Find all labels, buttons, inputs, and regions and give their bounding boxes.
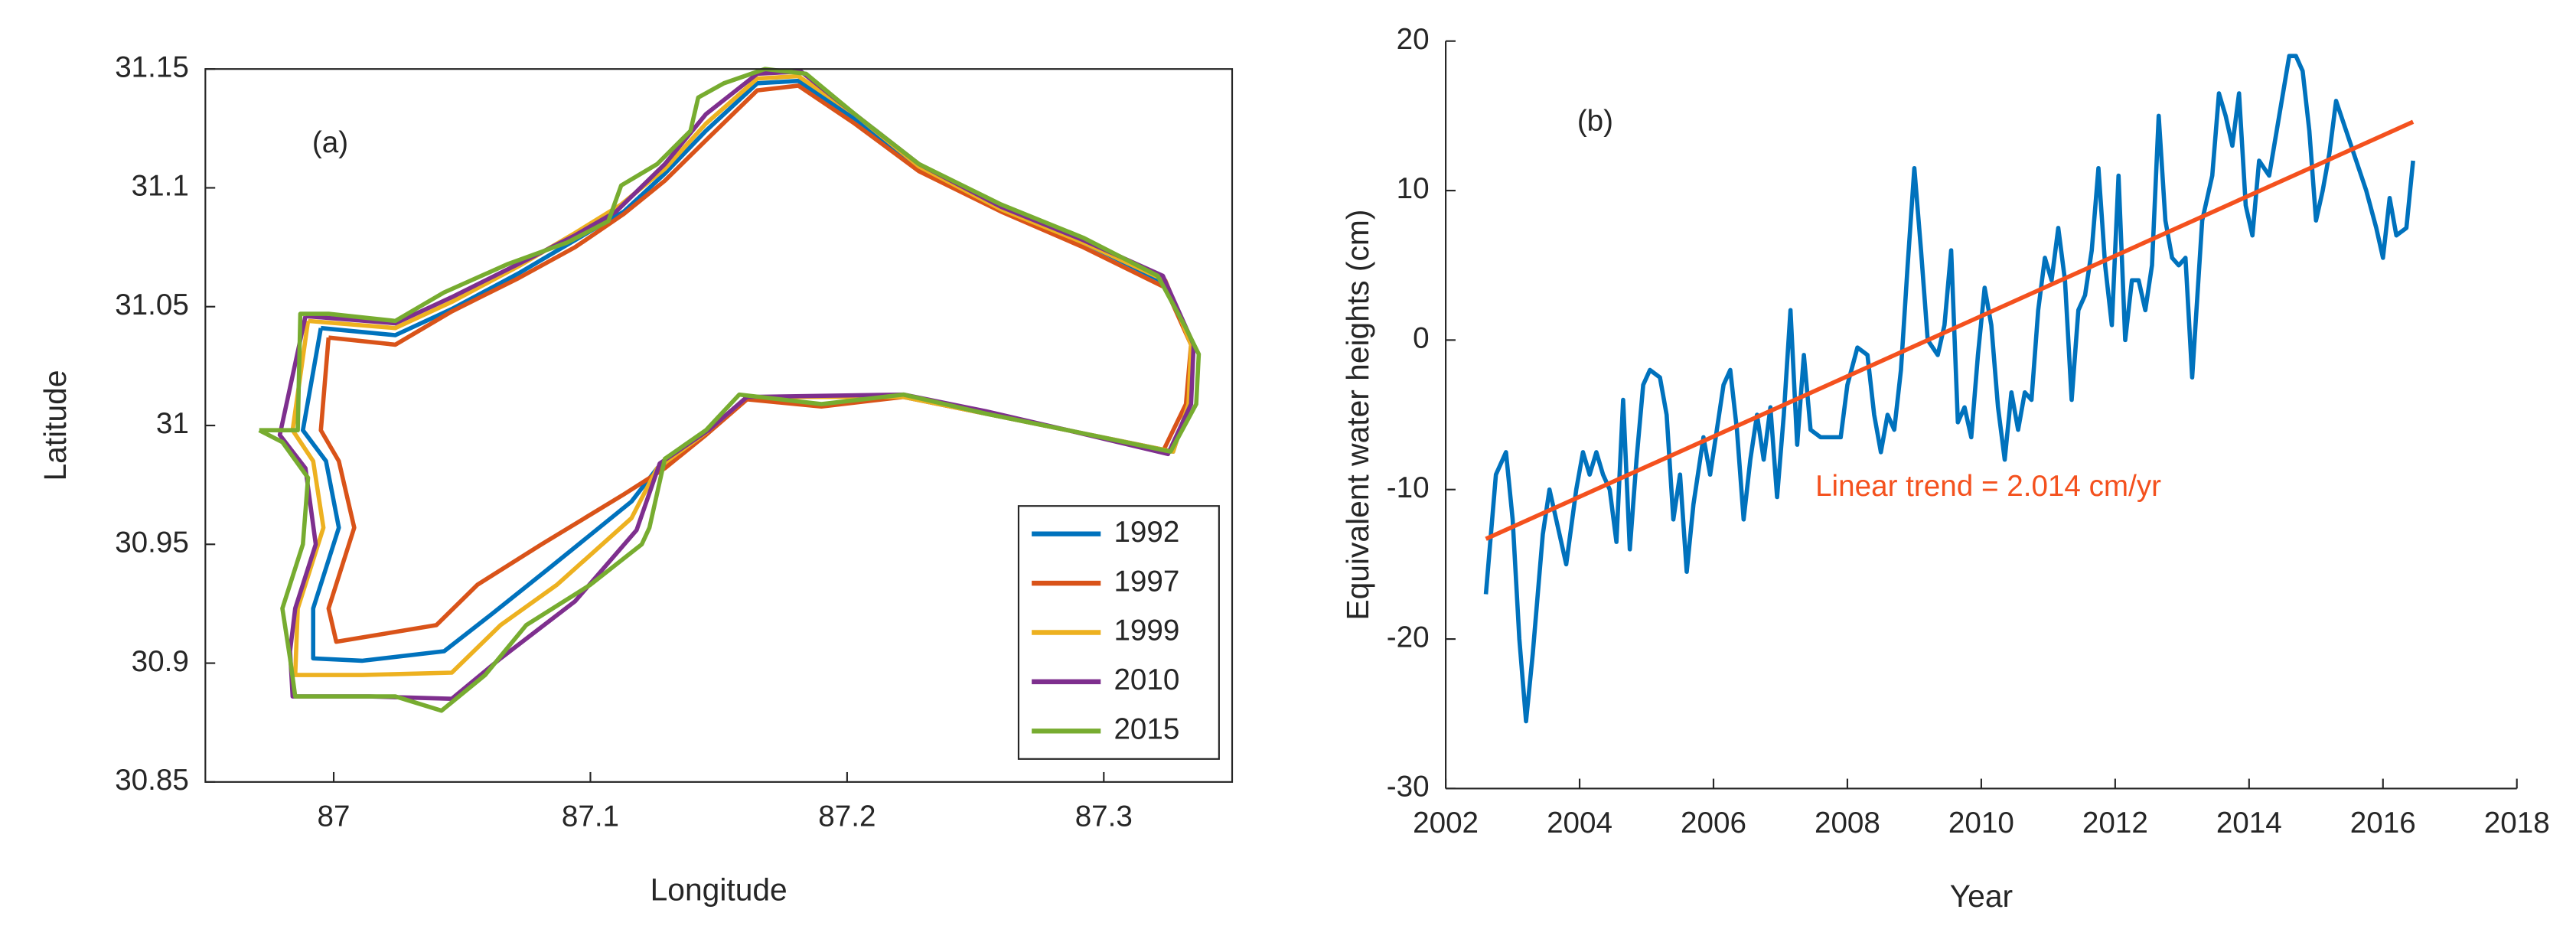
x-tick-label: 2008	[1815, 807, 1880, 839]
y-tick-label: 20	[1397, 23, 1430, 56]
x-tick-label: 2004	[1547, 807, 1612, 839]
x-tick-label: 2010	[1948, 807, 2014, 839]
x-axis-title: Year	[1950, 878, 2013, 914]
legend-label: 1992	[1114, 516, 1179, 549]
x-tick-label: 2006	[1681, 807, 1746, 839]
y-tick-label: 31.1	[132, 170, 189, 203]
x-tick-label: 87.2	[818, 800, 876, 833]
y-tick-label: 0	[1413, 322, 1429, 355]
y-tick-label: 31.05	[115, 288, 189, 321]
y-tick-label: -20	[1387, 621, 1430, 654]
axes-box	[204, 68, 1234, 783]
y-tick-label: -30	[1387, 771, 1430, 804]
x-tick-label: 2018	[2484, 807, 2550, 839]
y-tick-label: 31	[156, 407, 189, 440]
y-axis-title: Equivalent water heights (cm)	[1340, 210, 1375, 621]
y-tick-label: 30.95	[115, 526, 189, 559]
x-tick-label: 87	[318, 800, 351, 833]
y-axis-title: Latitude	[37, 370, 73, 481]
x-tick-label: 2016	[2350, 807, 2416, 839]
legend-label: 1999	[1114, 614, 1179, 647]
data-line	[1485, 119, 2415, 541]
x-tick-label: 87.1	[562, 800, 619, 833]
legend-label: 1997	[1114, 565, 1179, 598]
y-tick-label: 30.85	[115, 764, 189, 797]
x-axis-title: Longitude	[651, 872, 787, 907]
annotation: Linear trend = 2.014 cm/yr	[1815, 470, 2161, 503]
annotation: (b)	[1577, 105, 1613, 138]
y-tick-label: 10	[1397, 172, 1430, 205]
y-tick-label: -10	[1387, 471, 1430, 504]
x-tick-label: 2002	[1413, 807, 1479, 839]
data-line	[1483, 54, 2415, 724]
x-tick-label: 2012	[2082, 807, 2148, 839]
y-tick-label: 31.15	[115, 51, 189, 83]
legend-label: 2015	[1114, 713, 1179, 746]
legend-label: 2010	[1114, 663, 1179, 696]
annotation: (a)	[312, 126, 348, 159]
x-tick-label: 87.3	[1075, 800, 1133, 833]
x-tick-label: 2014	[2216, 807, 2282, 839]
y-tick-label: 30.9	[132, 645, 189, 678]
data-line	[258, 67, 1202, 713]
